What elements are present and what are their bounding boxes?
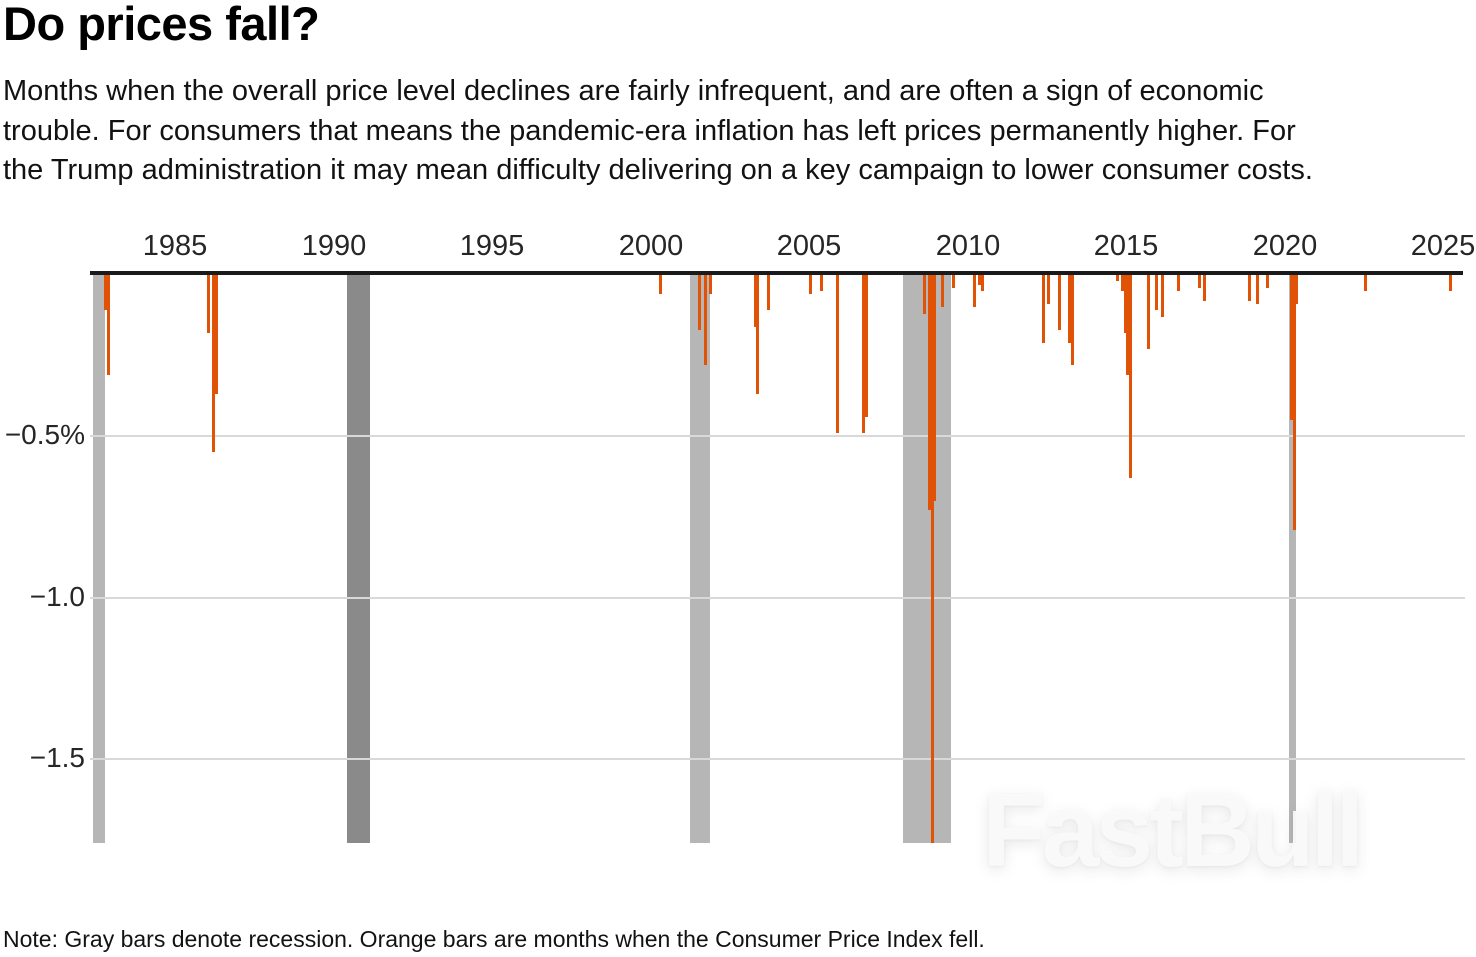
cpi-bar bbox=[1155, 275, 1158, 310]
cpi-bar bbox=[1129, 275, 1132, 478]
cpi-bar bbox=[933, 275, 936, 501]
cpi-bar bbox=[754, 275, 757, 327]
cpi-bar bbox=[1121, 275, 1124, 291]
x-axis-tick-label: 2000 bbox=[618, 230, 684, 262]
y-axis-tick-label: −1.5 bbox=[29, 742, 85, 773]
cpi-bar bbox=[923, 275, 926, 314]
cpi-bar bbox=[809, 275, 812, 294]
cpi-bar bbox=[952, 275, 955, 288]
cpi-bar bbox=[659, 275, 662, 294]
cpi-bar bbox=[836, 275, 839, 433]
cpi-bar bbox=[107, 275, 110, 375]
cpi-bar bbox=[928, 275, 931, 510]
cpi-bar bbox=[978, 275, 981, 285]
x-axis-tick-label: 2025 bbox=[1410, 230, 1476, 262]
chart-subtitle: Months when the overall price level decl… bbox=[3, 75, 1313, 186]
recession-band bbox=[92, 275, 106, 843]
cpi-bar bbox=[215, 275, 218, 394]
chart-note: Note: Gray bars denote recession. Orange… bbox=[3, 926, 985, 952]
cpi-bar bbox=[1058, 275, 1061, 330]
cpi-bar bbox=[1147, 275, 1150, 349]
cpi-bar bbox=[207, 275, 210, 333]
cpi-bar bbox=[1042, 275, 1045, 343]
cpi-bar bbox=[1266, 275, 1269, 288]
cpi-bar bbox=[212, 275, 215, 452]
cpi-bar bbox=[698, 275, 701, 330]
x-axis-tick-label: 1985 bbox=[142, 230, 208, 262]
x-axis-tick-label: 2005 bbox=[776, 230, 842, 262]
cpi-bar bbox=[1047, 275, 1050, 304]
x-axis-tick-label: 1995 bbox=[459, 230, 525, 262]
x-axis-tick-label: 2020 bbox=[1252, 230, 1318, 262]
cpi-bar bbox=[1256, 275, 1259, 304]
cpi-bar bbox=[1293, 275, 1296, 530]
cpi-bar bbox=[1161, 275, 1164, 317]
recession-band bbox=[1288, 275, 1296, 843]
cpi-bar bbox=[1290, 275, 1293, 420]
cpi-bar bbox=[931, 275, 934, 843]
x-axis-tick-label: 2015 bbox=[1093, 230, 1159, 262]
cpi-bar bbox=[1364, 275, 1367, 291]
cpi-bar bbox=[1203, 275, 1206, 301]
gridline bbox=[90, 597, 1465, 599]
cpi-bar bbox=[981, 275, 984, 291]
cpi-bar bbox=[1177, 275, 1180, 291]
page-title: Do prices fall? bbox=[3, 0, 320, 50]
cpi-bar bbox=[704, 275, 707, 365]
cpi-bar bbox=[862, 275, 865, 433]
cpi-bar bbox=[709, 275, 712, 294]
cpi-bar bbox=[1248, 275, 1251, 301]
cpi-bar bbox=[865, 275, 868, 417]
cpi-bar bbox=[973, 275, 976, 307]
gridline bbox=[90, 435, 1465, 437]
recession-band bbox=[902, 275, 951, 843]
cpi-bar bbox=[941, 275, 944, 307]
x-axis-tick-label: 2010 bbox=[935, 230, 1001, 262]
cpi-bar bbox=[1198, 275, 1201, 288]
recession-band bbox=[346, 275, 370, 843]
fastbull-watermark: FastBull bbox=[982, 773, 1364, 889]
y-axis-tick-label: −1.0 bbox=[29, 581, 85, 612]
cpi-bar bbox=[1068, 275, 1071, 343]
x-axis-tick-label: 1990 bbox=[301, 230, 367, 262]
cpi-bar bbox=[756, 275, 759, 394]
cpi-bar bbox=[820, 275, 823, 291]
cpi-bar bbox=[1116, 275, 1119, 281]
cpi-bar bbox=[1295, 275, 1298, 304]
cpi-bar bbox=[1126, 275, 1129, 375]
cpi-bar bbox=[767, 275, 770, 310]
cpi-bar bbox=[104, 275, 107, 310]
recession-band bbox=[690, 275, 710, 843]
cpi-bar bbox=[1449, 275, 1452, 291]
cpi-bar bbox=[1124, 275, 1127, 333]
gridline bbox=[90, 758, 1465, 760]
y-axis-tick-label: −0.5% bbox=[4, 419, 85, 450]
cpi-bar bbox=[1071, 275, 1074, 365]
x-axis-line bbox=[90, 271, 1463, 275]
